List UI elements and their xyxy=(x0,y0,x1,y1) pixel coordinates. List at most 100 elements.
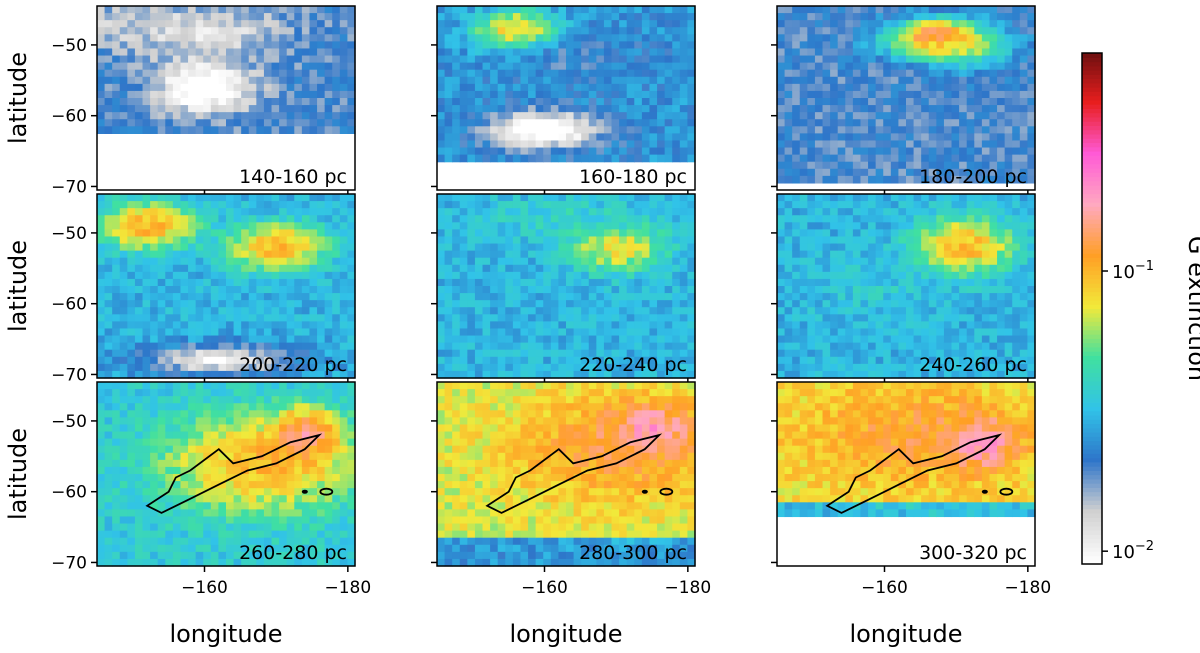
heatmap-cell xyxy=(520,250,529,259)
heatmap-cell xyxy=(482,154,491,163)
heatmap-cell xyxy=(452,76,461,85)
heatmap-cell xyxy=(784,20,793,28)
heatmap-cell xyxy=(505,98,514,106)
heatmap-cell xyxy=(263,328,273,337)
heatmap-cell xyxy=(974,41,983,50)
heatmap-cell xyxy=(626,98,635,106)
heatmap-cell xyxy=(799,13,808,21)
heatmap-cell xyxy=(641,307,651,315)
heatmap-cell xyxy=(664,264,673,273)
heatmap-cell xyxy=(543,98,552,106)
heatmap-cell xyxy=(543,229,552,238)
heatmap-cell xyxy=(558,20,567,28)
heatmap-cell xyxy=(119,76,128,85)
heatmap-cell xyxy=(913,34,922,42)
heatmap-cell xyxy=(112,495,121,503)
heatmap-cell xyxy=(679,222,689,230)
heatmap-cell xyxy=(906,215,915,223)
heatmap-cell xyxy=(936,27,945,35)
heatmap-cell xyxy=(535,13,544,21)
heatmap-cell xyxy=(573,349,582,358)
heatmap-cell xyxy=(1019,300,1029,308)
heatmap-cell xyxy=(814,133,824,142)
heatmap-cell xyxy=(898,105,907,113)
heatmap-cell xyxy=(339,250,349,259)
heatmap-cell xyxy=(459,335,468,344)
heatmap-cell xyxy=(852,112,862,120)
heatmap-cell xyxy=(611,264,620,273)
heatmap-cell xyxy=(581,20,590,28)
heatmap-cell xyxy=(974,62,983,71)
heatmap-cell xyxy=(596,208,605,216)
heatmap-cell xyxy=(588,62,597,71)
heatmap-cell xyxy=(981,293,991,301)
heatmap-cell xyxy=(444,20,453,28)
heatmap-cell xyxy=(339,243,349,252)
heatmap-cell xyxy=(332,356,341,365)
heatmap-cell xyxy=(437,293,446,301)
heatmap-cell xyxy=(657,154,666,163)
heatmap-cell xyxy=(649,356,658,365)
heatmap-cell xyxy=(256,76,265,85)
heatmap-cell xyxy=(286,215,295,223)
heatmap-cell xyxy=(226,6,235,14)
heatmap-cell xyxy=(860,90,869,99)
heatmap-cell xyxy=(263,13,273,21)
heatmap-cell xyxy=(528,76,537,85)
heatmap-cell xyxy=(626,147,635,156)
heatmap-cell xyxy=(324,293,333,301)
heatmap-cell xyxy=(875,161,884,170)
heatmap-cell xyxy=(906,194,915,202)
heatmap-cell xyxy=(210,271,220,280)
heatmap-cell xyxy=(134,6,144,14)
heatmap-cell xyxy=(1019,335,1029,344)
heatmap-cell xyxy=(943,69,953,78)
heatmap-cell xyxy=(104,41,113,50)
heatmap-cell xyxy=(837,208,846,216)
heatmap-cell xyxy=(860,133,869,142)
heatmap-cell xyxy=(611,293,620,301)
heatmap-cell xyxy=(611,342,620,351)
heatmap-cell xyxy=(263,55,273,64)
heatmap-cell xyxy=(799,363,808,372)
heatmap-cell xyxy=(981,370,991,379)
heatmap-cell xyxy=(890,34,900,42)
heatmap-cell xyxy=(97,48,106,57)
heatmap-cell xyxy=(248,112,257,120)
heatmap-cell xyxy=(512,243,522,252)
heatmap-cell xyxy=(943,90,953,99)
heatmap-cell xyxy=(974,349,983,358)
heatmap-cell xyxy=(830,48,839,57)
heatmap-cell xyxy=(792,271,801,280)
heatmap-cell xyxy=(210,229,220,238)
heatmap-cell xyxy=(890,90,900,99)
heatmap-cell xyxy=(497,48,506,57)
heatmap-cell xyxy=(814,250,824,259)
heatmap-cell xyxy=(619,126,628,134)
heatmap-cell xyxy=(611,13,620,21)
heatmap-cell xyxy=(566,243,575,252)
heatmap-cell xyxy=(119,34,128,42)
heatmap-cell xyxy=(294,286,303,294)
heatmap-cell xyxy=(611,140,620,149)
heatmap-cell xyxy=(619,335,628,344)
heatmap-cell xyxy=(989,133,998,142)
heatmap-cell xyxy=(142,370,151,379)
heatmap-cell xyxy=(271,62,280,71)
heatmap-cell xyxy=(672,229,681,238)
heatmap-cell xyxy=(588,126,597,134)
heatmap-cell xyxy=(928,6,937,14)
heatmap-cell xyxy=(989,215,998,223)
heatmap-cell xyxy=(104,523,113,532)
heatmap-cell xyxy=(611,243,620,252)
heatmap-cell xyxy=(188,300,197,308)
heatmap-cell xyxy=(535,112,544,120)
heatmap-cell xyxy=(271,250,280,259)
heatmap-cell xyxy=(233,286,242,294)
heatmap-cell xyxy=(581,349,590,358)
heatmap-cell xyxy=(210,27,220,35)
heatmap-cell xyxy=(596,55,605,64)
heatmap-cell xyxy=(807,236,816,245)
heatmap-cell xyxy=(324,98,333,106)
heatmap-cell xyxy=(626,83,635,92)
